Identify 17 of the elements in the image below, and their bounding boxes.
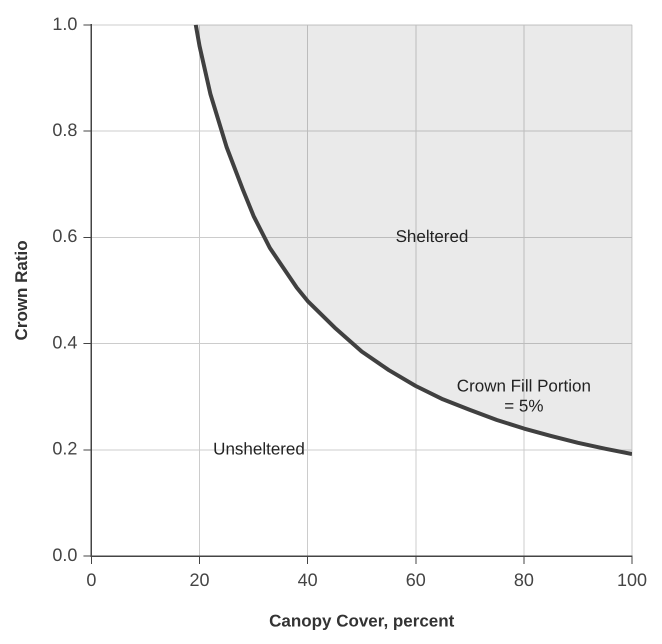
x-tick-label: 0	[86, 570, 96, 590]
annotation: Sheltered	[396, 226, 468, 246]
y-tick-label: 1.0	[52, 14, 78, 34]
x-tick-label: 100	[616, 570, 648, 590]
y-tick-label: 0.4	[52, 332, 78, 352]
y-axis-title: Crown Ratio	[12, 240, 31, 340]
y-tick-label: 0.0	[52, 544, 78, 565]
y-tick-label: 0.2	[52, 438, 78, 459]
x-tick-label: 40	[298, 570, 318, 590]
x-tick-label: 80	[514, 570, 534, 590]
x-tick-label: 20	[190, 570, 210, 590]
annotation: Crown Fill Portion = 5%	[456, 376, 591, 416]
y-tick-label: 0.8	[52, 120, 78, 140]
annotation: Unsheltered	[213, 439, 305, 458]
x-axis-title: Canopy Cover, percent	[269, 611, 455, 630]
y-tick-label: 0.6	[52, 226, 78, 246]
x-tick-label: 60	[406, 570, 426, 590]
